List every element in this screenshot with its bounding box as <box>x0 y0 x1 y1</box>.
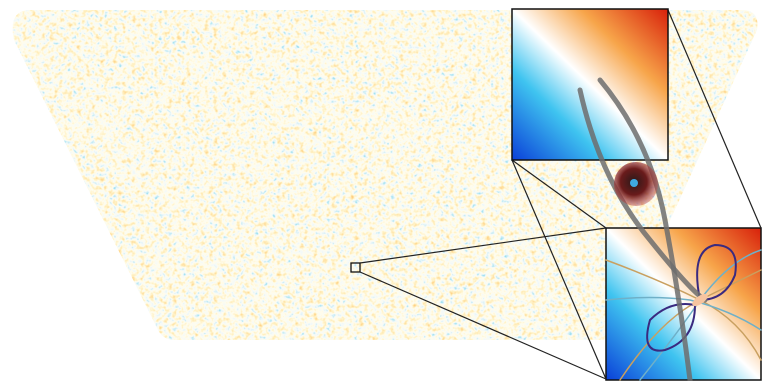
zoom-line <box>359 227 607 264</box>
zoom-panel-upper <box>511 8 669 161</box>
zoom-line <box>511 159 607 380</box>
source <box>692 293 708 307</box>
zoom-square <box>350 262 361 273</box>
zoom-line <box>667 9 762 229</box>
worldline <box>577 87 708 303</box>
black-hole-core <box>630 179 638 187</box>
zoom-line <box>359 271 607 380</box>
zoom-line <box>511 159 607 229</box>
worldline <box>597 77 693 381</box>
